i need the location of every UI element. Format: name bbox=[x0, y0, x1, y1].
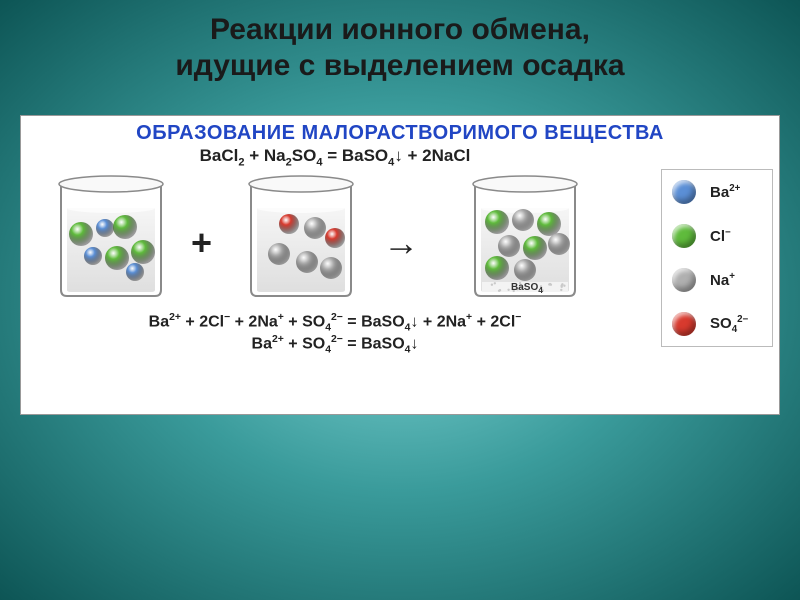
legend-label-Ba: Ba2+ bbox=[710, 183, 740, 201]
ion-ball bbox=[498, 235, 520, 257]
ion-ball bbox=[485, 210, 509, 234]
liquid-surface bbox=[257, 203, 345, 213]
legend-label-SO4: SO42− bbox=[710, 314, 748, 335]
legend-label-Na: Na+ bbox=[710, 271, 735, 289]
ion-ball bbox=[537, 212, 561, 236]
ion-ball bbox=[69, 222, 93, 246]
equation-full-ionic: Ba2+ + 2Cl− + 2Na+ + SO42− = BaSO4↓ + 2N… bbox=[21, 312, 649, 334]
panel-banner: ОБРАЗОВАНИЕ МАЛОРАСТВОРИМОГО ВЕЩЕСТВА bbox=[21, 116, 779, 147]
ion-ball bbox=[548, 233, 570, 255]
plus-operator: + bbox=[191, 222, 212, 264]
ion-ball bbox=[512, 209, 534, 231]
ion-ball bbox=[105, 246, 129, 270]
beaker-rim bbox=[59, 176, 163, 192]
ion-ball bbox=[296, 251, 318, 273]
legend-ball-SO4 bbox=[672, 312, 696, 336]
ion-legend: Ba2+ Cl− Na+ SO42− bbox=[661, 169, 773, 347]
ion-ball bbox=[279, 214, 299, 234]
equation-net-ionic: Ba2+ + SO42− = BaSO4↓ bbox=[21, 334, 649, 356]
beaker-rim bbox=[473, 176, 577, 192]
page-title: Реакции ионного обмена, идущие с выделен… bbox=[0, 0, 800, 84]
equation-molecular: BaCl2 + Na2SO4 = BaSO4↓ + 2NaCl bbox=[21, 146, 649, 169]
liquid-surface bbox=[67, 203, 155, 213]
beaker-2 bbox=[237, 172, 365, 298]
ion-ball bbox=[523, 236, 547, 260]
beaker-svg bbox=[461, 172, 589, 298]
beaker-3 bbox=[461, 172, 589, 298]
legend-ball-Na bbox=[672, 268, 696, 292]
beaker-row: + → bbox=[21, 172, 649, 310]
ion-ball bbox=[84, 247, 102, 265]
legend-label-Cl: Cl− bbox=[710, 227, 731, 245]
legend-row-Ba: Ba2+ bbox=[662, 170, 772, 214]
ion-ball bbox=[96, 219, 114, 237]
ion-ball bbox=[268, 243, 290, 265]
beaker-rim bbox=[249, 176, 353, 192]
ion-ball bbox=[131, 240, 155, 264]
legend-ball-Cl bbox=[672, 224, 696, 248]
legend-row-Cl: Cl− bbox=[662, 214, 772, 258]
title-line1: Реакции ионного обмена, bbox=[210, 13, 590, 46]
ion-ball bbox=[320, 257, 342, 279]
ion-ball bbox=[126, 263, 144, 281]
ion-ball bbox=[304, 217, 326, 239]
legend-row-Na: Na+ bbox=[662, 258, 772, 302]
title-line2: идущие с выделением осадка bbox=[175, 49, 624, 82]
ion-ball bbox=[325, 228, 345, 248]
legend-ball-Ba bbox=[672, 180, 696, 204]
arrow-operator: → bbox=[383, 222, 419, 264]
ion-ball bbox=[485, 256, 509, 280]
diagram-panel: ОБРАЗОВАНИЕ МАЛОРАСТВОРИМОГО ВЕЩЕСТВА Ba… bbox=[20, 115, 780, 415]
ion-ball bbox=[113, 215, 137, 239]
precipitate-label: BaSO4 bbox=[511, 282, 543, 295]
ion-ball bbox=[514, 259, 536, 281]
beaker-1 bbox=[47, 172, 175, 298]
beaker-svg bbox=[47, 172, 175, 298]
legend-row-SO4: SO42− bbox=[662, 302, 772, 346]
beaker-svg bbox=[237, 172, 365, 298]
